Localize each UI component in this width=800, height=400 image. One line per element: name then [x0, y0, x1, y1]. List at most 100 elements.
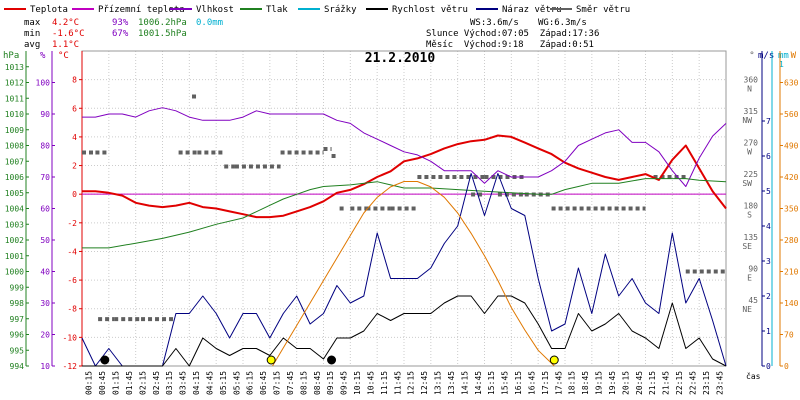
press-tick-label: 1000	[5, 268, 24, 277]
temp-tick-label: -12	[63, 362, 78, 371]
wind-tick-label: 5	[766, 187, 771, 196]
press-tick-label: 1004	[5, 205, 24, 214]
sun-axis-unit: W	[791, 51, 797, 61]
x-tick-label: 01:15	[112, 371, 121, 395]
stat-min-label: min	[24, 29, 40, 39]
x-tick-label: 13:45	[447, 371, 456, 395]
x-tick-label: 05:45	[232, 371, 241, 395]
x-tick-label: 04:45	[205, 371, 214, 395]
press-tick-label: 1002	[5, 236, 24, 245]
dir-tick-value: 225	[744, 170, 759, 179]
stat-max-press: 1006.2hPa	[138, 18, 187, 28]
x-tick-label: 10:45	[366, 371, 375, 395]
x-tick-label: 09:15	[326, 371, 335, 395]
x-tick-label: 13:15	[434, 371, 443, 395]
hum-tick-label: 90	[40, 110, 50, 119]
series-náraz-větru	[81, 173, 727, 367]
x-tick-label: 09:45	[340, 371, 349, 395]
temp-tick-label: -10	[63, 333, 78, 342]
axes: hPa9949959969979989991000100110021003100…	[3, 51, 799, 395]
stat-max-temp: 4.2°C	[52, 18, 79, 28]
dir-tick-name: NE	[742, 305, 752, 314]
temp-tick-label: -2	[67, 219, 77, 228]
x-tick-label: 08:15	[299, 371, 308, 395]
x-tick-label: 16:15	[514, 371, 523, 395]
wind-axis-unit: m/s	[758, 51, 774, 61]
press-tick-label: 1001	[5, 252, 24, 261]
x-tick-label: 02:45	[152, 371, 161, 395]
legend-label: Vlhkost	[196, 5, 234, 15]
dir-tick-value: 135	[744, 233, 759, 242]
x-tick-label: 17:45	[554, 371, 563, 395]
dir-tick-value: 180	[744, 202, 759, 211]
temp-tick-label: 0	[72, 190, 77, 199]
hum-tick-label: 40	[40, 268, 50, 277]
stat-max-hum: 93%	[112, 18, 129, 28]
temp-tick-label: 6	[72, 104, 77, 113]
dir-axis-unit: °	[749, 51, 754, 61]
x-tick-label: 21:15	[648, 371, 657, 395]
x-tick-label: 11:15	[380, 371, 389, 395]
legend-label: Teplota	[30, 5, 68, 15]
sun-tick-label: 560	[784, 110, 799, 119]
series-rychlost-větru	[82, 295, 727, 367]
x-tick-label: 06:15	[246, 371, 255, 395]
press-tick-label: 1010	[5, 110, 24, 119]
legend-label: Srážky	[324, 5, 357, 15]
legend-label: Směr větru	[576, 5, 630, 15]
stat-min-temp: -1.6°C	[52, 29, 85, 39]
sun-tick-label: 420	[784, 173, 799, 182]
info-ws: WS:3.6m/s	[470, 18, 519, 28]
sun-tick-label: 280	[784, 236, 799, 245]
hum-tick-label: 100	[36, 79, 51, 88]
x-tick-label: 08:45	[313, 371, 322, 395]
legend-label: Tlak	[266, 5, 288, 15]
temp-tick-label: -6	[67, 276, 77, 285]
press-tick-label: 1012	[5, 79, 24, 88]
x-tick-label: 20:45	[635, 371, 644, 395]
x-tick-label: 16:45	[527, 371, 536, 395]
sun-marker-sunrise	[266, 355, 276, 365]
stat-max-label: max	[24, 18, 41, 28]
x-tick-label: 19:45	[608, 371, 617, 395]
wind-tick-label: 4	[766, 222, 771, 231]
info-moon: Měsíc Východ:9:18 Západ:0:51	[426, 40, 594, 50]
wind-tick-label: 6	[766, 152, 771, 161]
x-tick-label: 19:15	[595, 371, 604, 395]
sun-tick-label: 140	[784, 299, 799, 308]
dir-tick-value: 270	[744, 139, 759, 148]
wind-tick-label: 2	[766, 292, 771, 301]
x-tick-label: 01:45	[125, 371, 134, 395]
press-tick-label: 999	[10, 283, 25, 292]
wind-tick-label: 0	[766, 362, 771, 371]
press-tick-label: 998	[10, 299, 25, 308]
hum-tick-label: 70	[40, 173, 50, 182]
x-tick-label: 00:15	[85, 371, 94, 395]
markers	[100, 355, 559, 365]
sun-tick-label: 0	[784, 362, 789, 371]
press-tick-label: 1007	[5, 157, 24, 166]
press-tick-label: 1005	[5, 189, 24, 198]
x-tick-label: 17:15	[541, 371, 550, 395]
dir-tick-name: W	[747, 148, 752, 157]
sun-tick-label: 630	[784, 79, 799, 88]
x-tick-label: 05:15	[219, 371, 228, 395]
info-block: WS:3.6m/s WG:6.3m/s Slunce Východ:07:05 …	[426, 18, 599, 50]
x-tick-label: 22:15	[675, 371, 684, 395]
series-tlak	[82, 178, 727, 249]
x-tick-label: 00:45	[98, 371, 107, 395]
series	[81, 94, 727, 367]
series-sluneční-svit	[272, 181, 555, 367]
press-tick-label: 1006	[5, 173, 24, 182]
press-tick-label: 997	[10, 315, 25, 324]
dir-tick-value: 315	[744, 107, 759, 116]
stat-avg-temp: 1.1°C	[52, 40, 79, 50]
dir-tick-value: 45	[748, 296, 758, 305]
legend-label: Náraz větru	[502, 5, 562, 15]
press-tick-label: 1011	[5, 94, 24, 103]
press-tick-label: 1003	[5, 220, 24, 229]
temp-axis-unit: °C	[58, 51, 69, 61]
hum-tick-label: 30	[40, 299, 50, 308]
x-axis-unit: čas	[746, 371, 761, 381]
